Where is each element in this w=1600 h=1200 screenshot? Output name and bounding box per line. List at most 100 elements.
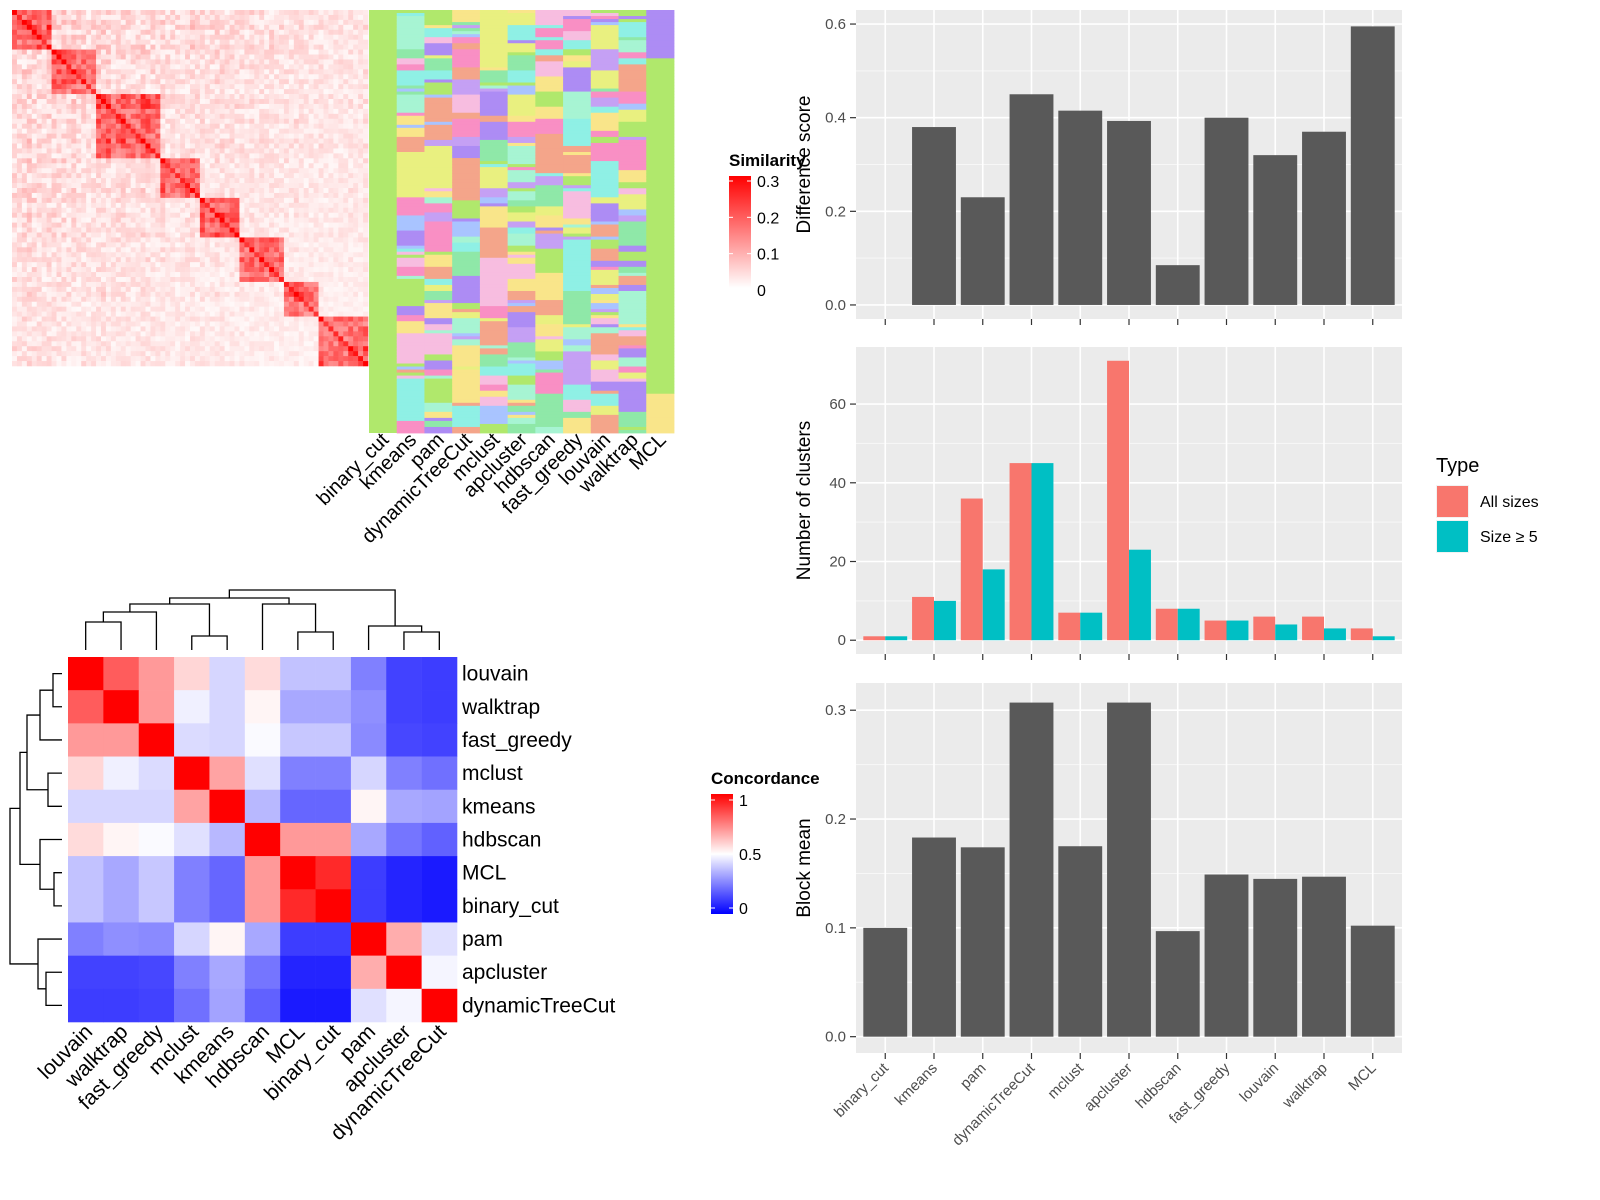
similarity-cell — [363, 207, 369, 214]
similarity-cell — [175, 321, 181, 327]
similarity-cell — [274, 138, 280, 144]
similarity-cell — [323, 59, 329, 65]
similarity-cell — [338, 316, 344, 322]
similarity-cell — [96, 183, 102, 189]
similarity-cell — [26, 123, 33, 129]
similarity-cell — [110, 103, 117, 110]
similarity-cell — [16, 257, 23, 263]
similarity-cell — [165, 178, 171, 184]
similarity-cell — [145, 252, 151, 258]
similarity-cell — [51, 103, 57, 110]
similarity-cell — [26, 143, 33, 149]
similarity-cell — [249, 29, 255, 36]
similarity-cell — [125, 277, 131, 283]
similarity-cell — [288, 281, 295, 288]
similarity-cell — [204, 24, 211, 31]
similarity-cell — [51, 74, 57, 80]
similarity-cell — [115, 54, 122, 60]
similarity-cell — [229, 202, 235, 209]
similarity-cell — [12, 212, 18, 218]
similarity-cell — [328, 74, 334, 80]
similarity-cell — [56, 351, 62, 357]
similarity-cell — [279, 301, 285, 307]
similarity-cell — [274, 267, 280, 273]
similarity-cell — [115, 262, 122, 268]
similarity-cell — [170, 34, 176, 40]
similarity-cell — [56, 202, 62, 209]
similarity-cell — [61, 94, 67, 100]
similarity-cell — [130, 212, 136, 218]
similarity-cell — [81, 24, 87, 31]
similarity-cell — [279, 168, 285, 174]
similarity-cell — [105, 227, 112, 233]
similarity-cell — [209, 336, 216, 342]
similarity-cell — [283, 138, 290, 144]
similarity-cell — [180, 118, 186, 125]
similarity-cell — [71, 14, 77, 21]
similarity-cell — [56, 79, 62, 85]
similarity-cell — [190, 232, 196, 238]
similarity-cell — [358, 108, 364, 115]
similarity-cell — [254, 296, 260, 303]
similarity-cell — [303, 128, 309, 134]
similarity-cell — [343, 133, 349, 139]
similarity-cell — [298, 99, 305, 105]
similarity-cell — [298, 252, 305, 258]
similarity-cell — [155, 39, 161, 45]
similarity-cell — [199, 103, 206, 110]
similarity-cell — [51, 54, 57, 60]
similarity-cell — [348, 277, 354, 283]
similarity-cell — [279, 346, 285, 352]
similarity-cell — [234, 84, 240, 90]
similarity-cell — [175, 281, 181, 288]
similarity-cell — [140, 34, 146, 40]
similarity-cell — [363, 59, 369, 65]
similarity-cell — [71, 79, 77, 85]
similarity-cell — [358, 331, 364, 337]
similarity-cell — [318, 242, 324, 248]
similarity-cell — [209, 128, 216, 134]
similarity-cell — [135, 34, 141, 40]
similarity-cell — [199, 19, 206, 26]
similarity-cell — [16, 94, 23, 100]
similarity-cell — [234, 143, 240, 149]
similarity-cell — [46, 237, 52, 243]
similarity-cell — [214, 29, 220, 36]
similarity-cell — [298, 163, 305, 169]
similarity-cell — [76, 247, 82, 253]
similarity-cell — [288, 29, 295, 36]
similarity-cell — [308, 183, 314, 189]
similarity-cell — [323, 84, 329, 90]
similarity-cell — [303, 138, 309, 144]
similarity-cell — [165, 242, 171, 248]
similarity-cell — [110, 242, 117, 248]
similarity-cell — [21, 257, 28, 263]
similarity-cell — [76, 341, 82, 347]
similarity-cell — [209, 217, 216, 223]
similarity-cell — [140, 212, 146, 218]
similarity-cell — [110, 44, 117, 50]
similarity-cell — [120, 242, 127, 248]
similarity-cell — [338, 296, 344, 303]
similarity-cell — [125, 247, 131, 253]
similarity-cell — [328, 39, 334, 45]
similarity-cell — [96, 192, 102, 199]
similarity-cell — [180, 341, 186, 347]
similarity-cell — [145, 301, 151, 307]
similarity-cell — [86, 138, 92, 144]
similarity-cell — [358, 69, 364, 75]
similarity-cell — [303, 29, 309, 36]
similarity-cell — [239, 10, 245, 16]
similarity-cell — [318, 113, 324, 120]
similarity-cell — [101, 143, 107, 149]
similarity-cell — [120, 331, 127, 337]
similarity-cell — [269, 267, 275, 273]
similarity-cell — [298, 138, 305, 144]
similarity-cell — [333, 44, 339, 50]
similarity-cell — [358, 321, 364, 327]
similarity-cell — [185, 118, 191, 125]
similarity-cell — [125, 128, 131, 134]
similarity-cell — [323, 217, 329, 223]
similarity-cell — [308, 79, 314, 85]
similarity-cell — [71, 311, 77, 317]
